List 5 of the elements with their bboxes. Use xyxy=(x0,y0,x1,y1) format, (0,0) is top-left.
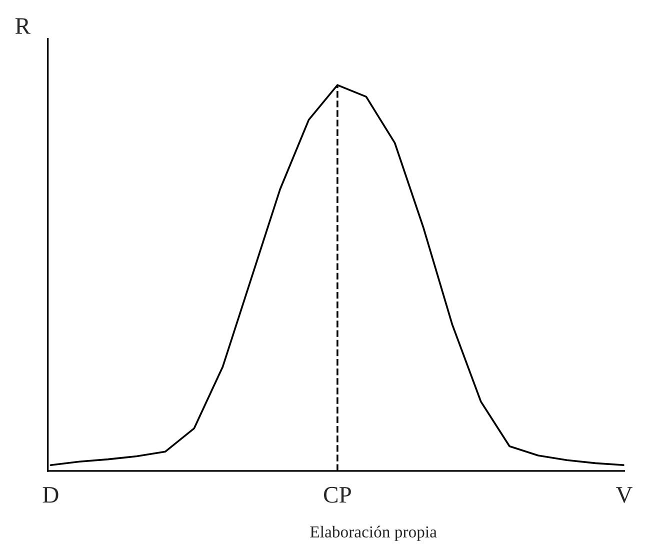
text: Elaboración propia xyxy=(310,526,437,541)
x-tick-label: V xyxy=(616,487,632,503)
x-tick-label: CP xyxy=(324,486,351,503)
x-tick-label: D xyxy=(42,487,58,503)
y-axis-title: R xyxy=(15,18,30,34)
